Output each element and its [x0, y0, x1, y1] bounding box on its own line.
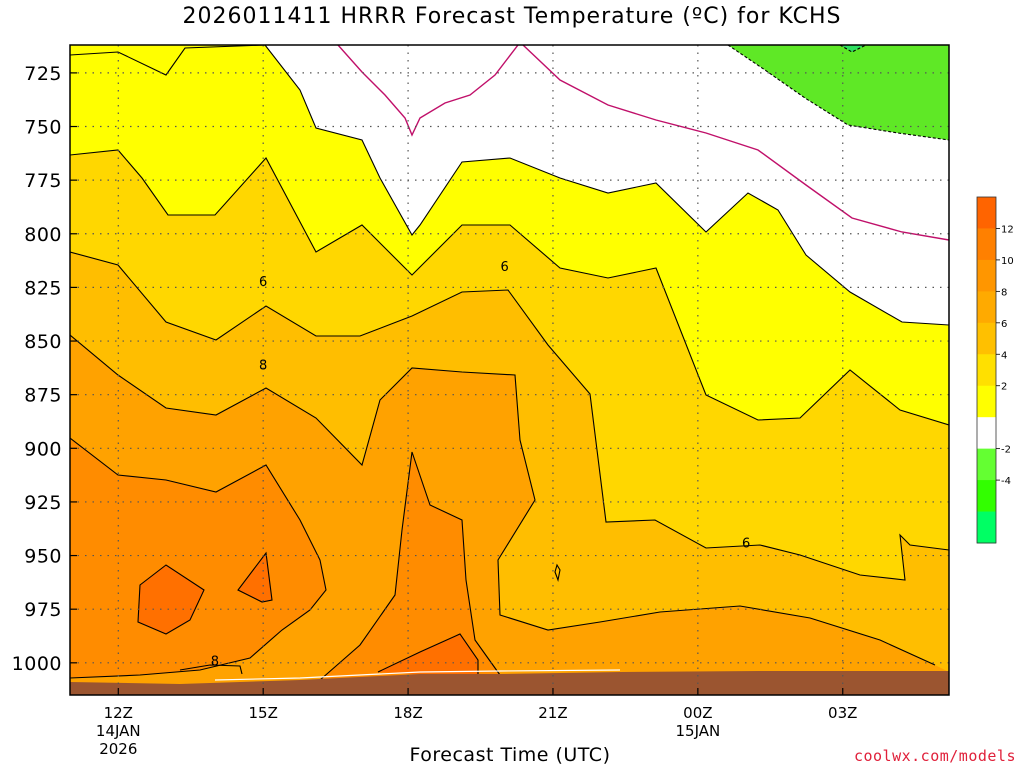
- y-tick-label-800: 800: [24, 224, 62, 246]
- x-tick-label-03Z: 03Z: [828, 704, 857, 722]
- contour-10c: [70, 437, 327, 679]
- x-axis-label: Forecast Time (UTC): [409, 744, 611, 766]
- contour-8c-small: [179, 664, 243, 675]
- contour-label-6: 6: [501, 260, 509, 275]
- colorbar-swatch: [977, 448, 996, 481]
- ground: [70, 671, 949, 695]
- y-tick-label-825: 825: [24, 277, 62, 299]
- band-0-2: [265, 45, 949, 325]
- x-tick-year-12Z: 2026: [99, 740, 137, 758]
- freezing-line-b: [522, 45, 949, 241]
- plot-frame: [69, 44, 950, 696]
- contour-label-8: 8: [211, 655, 219, 670]
- colorbar: 12 10 8 6 4 2 -2 -4: [976, 196, 1014, 544]
- colorbar-label-4: 4: [1001, 350, 1007, 361]
- ground-edge: [214, 669, 621, 681]
- colorbar-swatch: [977, 511, 996, 544]
- y-axis: 725 750 775 800 825 850 875 900 925 950 975 1000: [12, 63, 77, 675]
- contour-4c: [70, 149, 949, 426]
- band-12-14a: [138, 565, 204, 634]
- x-tick-label-00Z: 00Z: [683, 704, 712, 722]
- y-tick-label-975: 975: [24, 599, 62, 621]
- colorbar-label-10: 10: [1001, 256, 1014, 267]
- colorbar-swatch: [977, 197, 996, 229]
- colorbar-swatch: [977, 228, 996, 261]
- colorbar-swatch: [977, 291, 996, 324]
- colorbar-swatch: [977, 417, 996, 450]
- colorbar-label--2: -2: [1001, 445, 1011, 456]
- y-tick-label-850: 850: [24, 331, 62, 353]
- y-tick-label-750: 750: [24, 117, 62, 139]
- contour-label-6: 6: [742, 537, 750, 552]
- y-tick-label-900: 900: [24, 438, 62, 460]
- x-tick-label-18Z: 18Z: [393, 704, 422, 722]
- contour-12c-c: [377, 633, 479, 678]
- band-below-0: [728, 45, 949, 140]
- colorbar-swatch: [977, 480, 996, 513]
- x-tick-date-00Z: 15JAN: [675, 722, 720, 740]
- y-tick-label-775: 775: [24, 170, 62, 192]
- colorbar-frame: [976, 196, 997, 544]
- band-below-minus2: [840, 45, 866, 52]
- contour-below0: [727, 45, 949, 141]
- colorbar-swatch: [977, 385, 996, 418]
- temperature-field: [70, 45, 949, 695]
- y-tick-label-1000: 1000: [12, 653, 62, 675]
- y-tick-label-875: 875: [24, 385, 62, 407]
- x-tick-label-21Z: 21Z: [538, 704, 567, 722]
- contour-12c-b: [237, 551, 273, 603]
- contour-labels: 6 6 6 8 8: [211, 260, 751, 670]
- band-10-12b: [320, 452, 500, 680]
- colorbar-label-6: 6: [1001, 319, 1007, 330]
- y-tick-label-925: 925: [24, 492, 62, 514]
- band-12-14c: [378, 634, 478, 678]
- contour-label-8: 8: [259, 359, 267, 374]
- x-tick-date-12Z: 14JAN: [96, 722, 141, 740]
- contour-10c-b: [319, 451, 501, 681]
- contour-label-6: 6: [259, 275, 267, 290]
- y-tick-label-725: 725: [24, 63, 62, 85]
- colorbar-label-2: 2: [1001, 382, 1007, 393]
- colorbar-label-8: 8: [1001, 287, 1007, 298]
- credit-link[interactable]: coolwx.com/models: [853, 747, 1016, 765]
- x-tick-label-15Z: 15Z: [248, 704, 277, 722]
- contour-6c: [70, 251, 949, 581]
- band-12-14b: [238, 553, 272, 602]
- y-tick-label-950: 950: [24, 546, 62, 568]
- band-10-12: [70, 438, 326, 678]
- chart-title: 2026011411 HRRR Forecast Temperature (ºC…: [182, 4, 842, 29]
- contour-12c-a: [137, 564, 205, 635]
- colorbar-label--4: -4: [1001, 476, 1011, 487]
- colorbar-swatch: [977, 354, 996, 387]
- contour-6c-small: [554, 563, 561, 582]
- x-tick-label-12Z: 12Z: [104, 704, 133, 722]
- colorbar-swatch: [977, 322, 996, 355]
- colorbar-label-12: 12: [1001, 224, 1014, 235]
- contour-2c: [70, 45, 949, 326]
- colorbar-swatch: [977, 259, 996, 292]
